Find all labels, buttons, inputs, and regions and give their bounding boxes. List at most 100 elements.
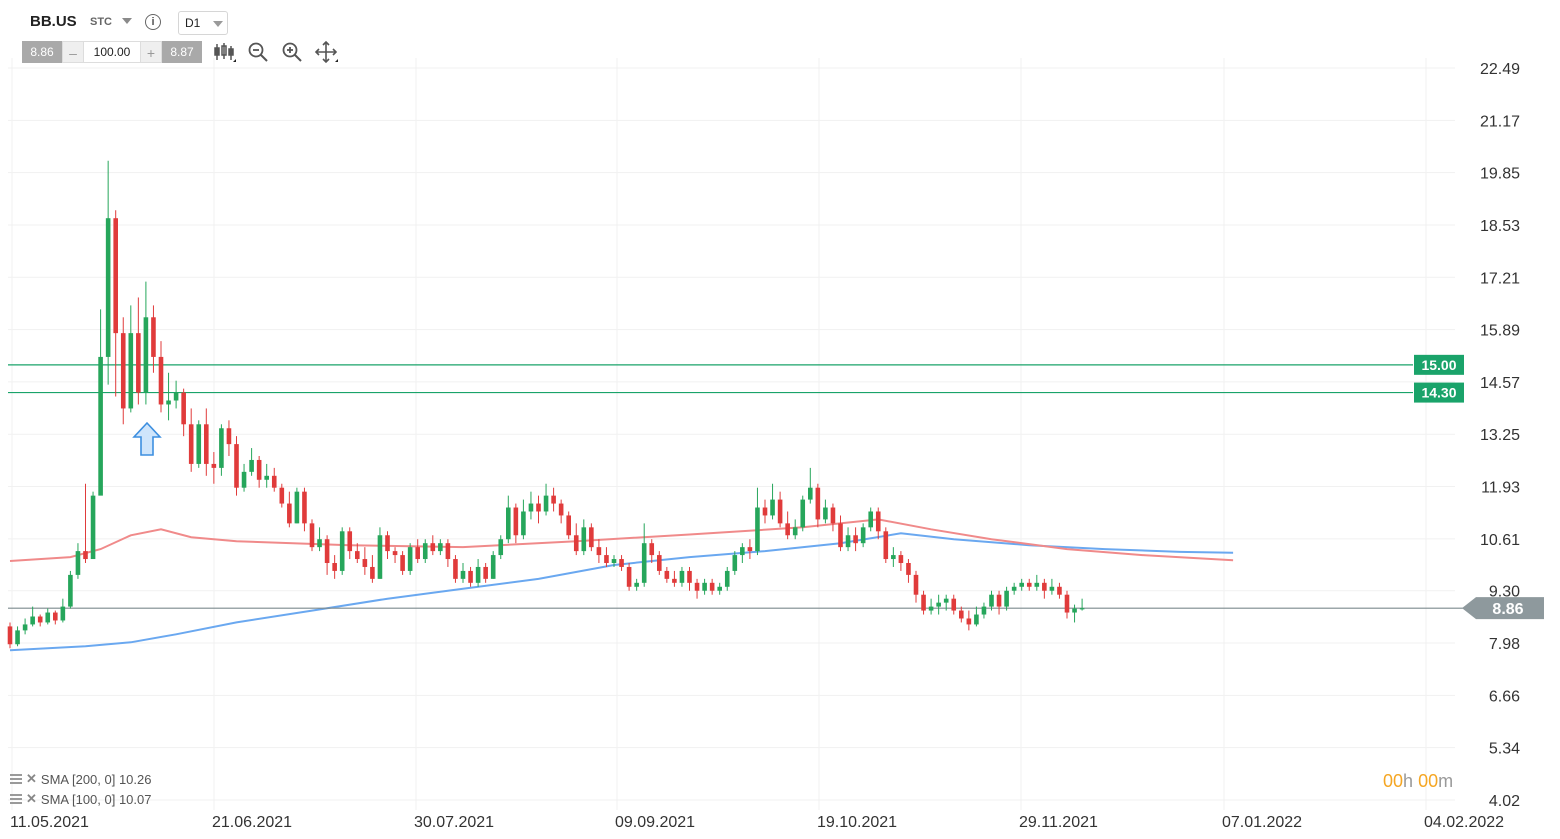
candle-body: [634, 582, 639, 587]
candle-body: [204, 424, 209, 464]
y-tick-label: 4.02: [1489, 793, 1520, 810]
candle: [90, 491, 96, 560]
candle: [490, 551, 496, 579]
sma-lines: [9, 518, 1234, 652]
bid-price-button[interactable]: 8.86: [22, 41, 62, 63]
candle: [694, 578, 700, 599]
candle: [1049, 578, 1055, 595]
candle: [823, 499, 828, 524]
candle: [271, 467, 277, 492]
candle: [800, 495, 806, 532]
candle-body: [453, 559, 458, 579]
candle-body: [196, 424, 202, 464]
indicator-legend-sma100[interactable]: ✕ SMA [100, 0] 10.07: [10, 791, 151, 807]
y-tick-label: 11.93: [1481, 480, 1520, 497]
info-icon[interactable]: i: [145, 14, 161, 30]
candle: [891, 547, 896, 567]
x-tick-label: 21.06.2021: [212, 814, 292, 831]
ask-price-button[interactable]: 8.87: [162, 41, 202, 63]
symbol-dropdown-icon[interactable]: [122, 18, 132, 24]
drag-handle-icon[interactable]: [10, 793, 22, 805]
candle-body: [234, 444, 239, 488]
candle-body: [7, 626, 13, 645]
candle: [204, 408, 209, 476]
candle: [566, 511, 571, 540]
candle: [211, 452, 217, 484]
candle: [1057, 582, 1062, 599]
countdown-minutes-unit: m: [1438, 771, 1454, 791]
candle-body: [906, 563, 911, 575]
y-tick-label: 13.25: [1480, 427, 1520, 444]
candle-body: [339, 531, 345, 571]
candle-body: [385, 535, 390, 552]
candle: [45, 608, 51, 625]
zoom-out-icon[interactable]: [246, 40, 270, 64]
candle: [422, 539, 428, 564]
candle-body: [1034, 582, 1040, 587]
candle-body: [823, 507, 828, 520]
candle: [53, 610, 58, 625]
x-tick-label: 19.10.2021: [817, 814, 897, 831]
candle: [113, 210, 118, 397]
x-tick-label: 04.02.2022: [1424, 814, 1504, 831]
move-icon[interactable]: [314, 40, 338, 64]
candle: [740, 543, 745, 564]
candle: [241, 463, 247, 492]
remove-indicator-icon[interactable]: ✕: [26, 771, 37, 786]
candle: [883, 527, 889, 564]
symbol-label[interactable]: BB.US: [30, 13, 77, 30]
candle: [15, 626, 20, 647]
volume-input[interactable]: 100.00: [84, 41, 140, 63]
candle-body: [641, 543, 647, 583]
candle-body: [68, 574, 73, 607]
candle: [1004, 586, 1009, 611]
chart-type-icon[interactable]: [212, 40, 236, 64]
candle-body: [211, 463, 217, 468]
zoom-in-icon[interactable]: [280, 40, 304, 64]
timeframe-select[interactable]: D1: [178, 11, 228, 35]
countdown-minutes: 00: [1418, 771, 1439, 791]
remove-indicator-icon[interactable]: ✕: [26, 791, 37, 806]
candle-body: [483, 566, 488, 579]
candle-body: [468, 570, 473, 583]
candle: [256, 455, 262, 488]
candle-body: [785, 523, 790, 536]
candle: [513, 503, 519, 544]
candle-body: [657, 555, 662, 571]
candle: [581, 519, 587, 556]
candle-body: [1049, 586, 1055, 591]
drag-handle-icon[interactable]: [10, 773, 22, 785]
y-tick-label: 10.61: [1480, 532, 1520, 549]
candle-body: [1064, 594, 1070, 613]
horizontal-levels[interactable]: 15.00 14.30 8.86: [8, 354, 1544, 620]
candle-body: [60, 606, 66, 621]
chart-grid: [8, 58, 1455, 810]
candle: [332, 555, 337, 579]
candle: [37, 614, 43, 627]
candle-body: [1079, 608, 1085, 610]
candle-body: [241, 471, 247, 488]
x-tick-label: 09.09.2021: [615, 814, 695, 831]
candle: [649, 539, 655, 564]
candle-body: [543, 495, 549, 512]
indicator-legend-sma200[interactable]: ✕ SMA [200, 0] 10.26: [10, 771, 151, 787]
candle: [521, 499, 526, 540]
candle: [657, 551, 662, 575]
candle-body: [362, 559, 368, 567]
candle-body: [1072, 608, 1077, 613]
candle: [1011, 582, 1017, 595]
candle-body: [747, 547, 753, 552]
candle-body: [913, 574, 919, 595]
candle-body: [770, 499, 775, 516]
volume-decrease-button[interactable]: –: [62, 41, 84, 63]
candle: [589, 523, 594, 552]
candle-body: [891, 555, 896, 560]
buy-arrow-annotation[interactable]: [132, 421, 162, 456]
volume-increase-button[interactable]: +: [140, 41, 162, 63]
candle-body: [113, 218, 118, 334]
x-axis: 11.05.2021 21.06.2021 30.07.2021 09.09.2021…: [10, 814, 1504, 831]
candles: [7, 160, 1085, 649]
candle: [445, 539, 451, 567]
y-tick-label: 7.98: [1489, 636, 1520, 653]
